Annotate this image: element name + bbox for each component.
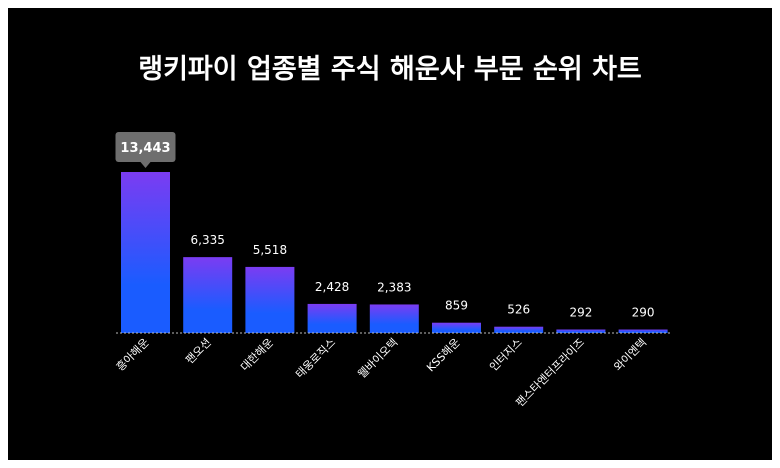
data-label-2: 6,335 bbox=[191, 233, 225, 247]
bar-6 bbox=[432, 323, 481, 333]
bar-2 bbox=[183, 257, 232, 333]
bar-5 bbox=[370, 304, 419, 333]
bar-chart: 랭키파이 업종별 주식 해운사 부문 순위 차트 13,443 흥아해운 6,335… bbox=[8, 8, 772, 460]
x-tick-label-2: 팬오션 bbox=[183, 336, 214, 367]
bar-8 bbox=[556, 330, 605, 333]
data-label-3: 5,518 bbox=[253, 243, 287, 257]
x-tick-label-6: KSS해운 bbox=[423, 335, 462, 374]
bar-7 bbox=[494, 327, 543, 333]
bar-4 bbox=[308, 304, 357, 333]
data-label-8: 292 bbox=[569, 306, 592, 320]
data-label-7: 526 bbox=[507, 303, 530, 317]
data-label-4: 2,428 bbox=[315, 280, 349, 294]
chart-title: 랭키파이 업종별 주식 해운사 부문 순위 차트 bbox=[138, 54, 642, 85]
x-tick-label-1: 흥아해운 bbox=[113, 335, 152, 374]
value-tooltip: 13,443 bbox=[116, 132, 176, 168]
x-tick-label-4: 태웅로직스 bbox=[293, 336, 338, 381]
data-label-6: 859 bbox=[445, 299, 468, 313]
bar-1 bbox=[121, 172, 170, 333]
tooltip-pointer bbox=[141, 162, 151, 168]
chart-frame: 랭키파이 업종별 주식 해운사 부문 순위 차트 13,443 흥아해운 6,335… bbox=[8, 8, 772, 460]
bars-group: 13,443 흥아해운 6,335 팬오션 5,518 대한해운 2,428 태웅로직스 2,3… bbox=[113, 132, 668, 410]
bar-9 bbox=[619, 330, 668, 333]
x-tick-label-8: 팬스타엔터프라이즈 bbox=[513, 336, 587, 410]
x-tick-label-9: 와이엔텍 bbox=[611, 336, 649, 374]
x-tick-label-5: 웰바이오텍 bbox=[355, 336, 400, 381]
data-label-5: 2,383 bbox=[377, 280, 411, 294]
x-tick-label-3: 대한해운 bbox=[237, 335, 276, 374]
data-label-1: 13,443 bbox=[120, 141, 170, 156]
data-label-9: 290 bbox=[632, 306, 655, 320]
x-tick-label-7: 인터지스 bbox=[487, 336, 525, 374]
bar-3 bbox=[245, 267, 294, 333]
